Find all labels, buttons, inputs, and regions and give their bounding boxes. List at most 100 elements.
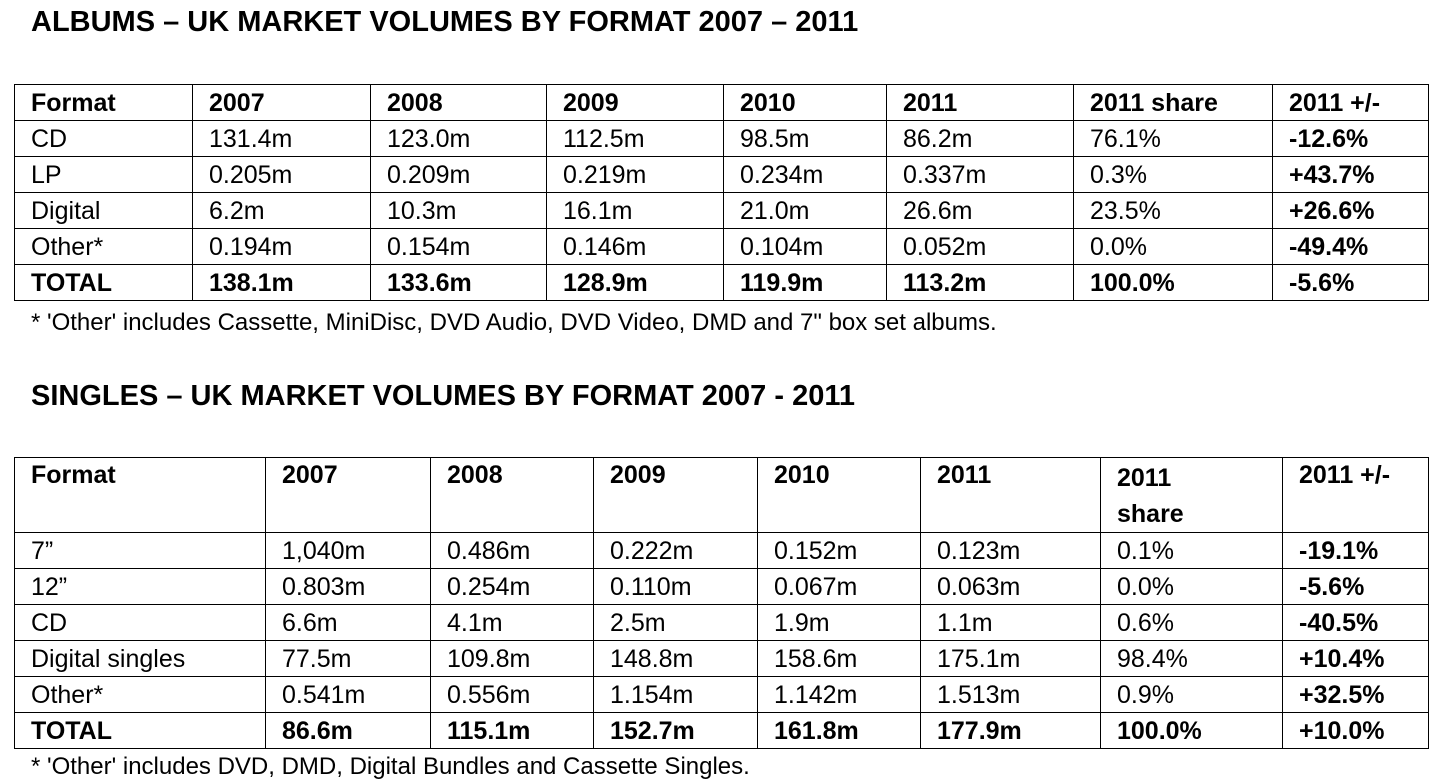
cell: 1.9m (757, 604, 921, 641)
cell: 152.7m (593, 712, 758, 749)
cell: 4.1m (430, 604, 594, 641)
cell: TOTAL (14, 264, 193, 301)
cell: 86.6m (265, 712, 431, 749)
cell: 0.254m (430, 568, 594, 605)
cell: 0.154m (370, 228, 547, 265)
singles-title: SINGLES – UK MARKET VOLUMES BY FORMAT 20… (31, 380, 855, 412)
cell: +10.0% (1282, 712, 1429, 749)
cell: -40.5% (1282, 604, 1429, 641)
cell: 0.3% (1073, 156, 1273, 193)
cell: +26.6% (1272, 192, 1429, 229)
header-cell: 2011 +/- (1272, 84, 1429, 121)
cell: 0.1% (1100, 532, 1283, 569)
cell: 0.541m (265, 676, 431, 713)
cell: 119.9m (723, 264, 887, 301)
cell: -19.1% (1282, 532, 1429, 569)
cell: 0.205m (192, 156, 371, 193)
cell: 0.063m (920, 568, 1101, 605)
header-cell: 2011 (886, 84, 1074, 121)
cell: 138.1m (192, 264, 371, 301)
cell: 0.803m (265, 568, 431, 605)
cell: 0.152m (757, 532, 921, 569)
cell: 21.0m (723, 192, 887, 229)
data-row: Other* 0.541m 0.556m 1.154m 1.142m 1.513m 0.9%… (14, 676, 1429, 713)
cell: 148.8m (593, 640, 758, 677)
cell: 0.110m (593, 568, 758, 605)
cell: 1.154m (593, 676, 758, 713)
cell: 115.1m (430, 712, 594, 749)
cell: 0.146m (546, 228, 724, 265)
cell: 0.234m (723, 156, 887, 193)
header-cell: Format (14, 84, 193, 121)
cell: 177.9m (920, 712, 1101, 749)
header-cell: Format (14, 457, 266, 533)
cell: 0.123m (920, 532, 1101, 569)
singles-footnote: * 'Other' includes DVD, DMD, Digital Bun… (31, 753, 750, 780)
cell: 0.337m (886, 156, 1074, 193)
data-row: 12” 0.803m 0.254m 0.110m 0.067m 0.063m 0.0% -5.… (14, 568, 1429, 605)
cell: CD (14, 120, 193, 157)
cell: 6.2m (192, 192, 371, 229)
albums-table: Format 2007 2008 2009 2010 2011 2011 share 2011… (14, 84, 1429, 301)
singles-table: Format 2007 2008 2009 2010 2011 2011 share 2011… (14, 457, 1429, 749)
cell: +32.5% (1282, 676, 1429, 713)
data-row: 7” 1,040m 0.486m 0.222m 0.152m 0.123m 0.1% -19.… (14, 532, 1429, 569)
header-cell: 2009 (593, 457, 758, 533)
cell: 10.3m (370, 192, 547, 229)
cell: -5.6% (1272, 264, 1429, 301)
header-row: Format 2007 2008 2009 2010 2011 2011 share 2011… (14, 84, 1429, 121)
header-cell: 2011 +/- (1282, 457, 1429, 533)
header-cell: 2010 (757, 457, 921, 533)
cell: 158.6m (757, 640, 921, 677)
cell: 128.9m (546, 264, 724, 301)
cell: -5.6% (1282, 568, 1429, 605)
cell: 0.486m (430, 532, 594, 569)
cell: 0.0% (1100, 568, 1283, 605)
cell: 100.0% (1073, 264, 1273, 301)
cell: 0.067m (757, 568, 921, 605)
cell: 0.6% (1100, 604, 1283, 641)
cell: 86.2m (886, 120, 1074, 157)
cell: 175.1m (920, 640, 1101, 677)
cell: Other* (14, 228, 193, 265)
cell: 77.5m (265, 640, 431, 677)
header-cell: 2007 (265, 457, 431, 533)
header-row: Format 2007 2008 2009 2010 2011 2011 share 2011… (14, 457, 1429, 533)
cell: 0.9% (1100, 676, 1283, 713)
cell: 100.0% (1100, 712, 1283, 749)
cell: CD (14, 604, 266, 641)
cell: 113.2m (886, 264, 1074, 301)
cell: 123.0m (370, 120, 547, 157)
cell: 7” (14, 532, 266, 569)
cell: TOTAL (14, 712, 266, 749)
cell: -49.4% (1272, 228, 1429, 265)
cell: 0.219m (546, 156, 724, 193)
cell: 23.5% (1073, 192, 1273, 229)
cell: 2.5m (593, 604, 758, 641)
header-cell: 2011 (920, 457, 1101, 533)
cell: Digital (14, 192, 193, 229)
cell: Digital singles (14, 640, 266, 677)
header-cell: 2010 (723, 84, 887, 121)
cell: 133.6m (370, 264, 547, 301)
header-cell: 2008 (370, 84, 547, 121)
cell: 0.104m (723, 228, 887, 265)
cell: Other* (14, 676, 266, 713)
cell: 98.5m (723, 120, 887, 157)
cell: 76.1% (1073, 120, 1273, 157)
cell: 1.513m (920, 676, 1101, 713)
cell: 6.6m (265, 604, 431, 641)
header-cell: 2009 (546, 84, 724, 121)
data-row: Digital 6.2m 10.3m 16.1m 21.0m 26.6m 23.5% +26.… (14, 192, 1429, 229)
cell: 0.556m (430, 676, 594, 713)
cell: +10.4% (1282, 640, 1429, 677)
cell: 0.052m (886, 228, 1074, 265)
albums-title: ALBUMS – UK MARKET VOLUMES BY FORMAT 200… (31, 6, 859, 38)
cell: 1.142m (757, 676, 921, 713)
cell: +43.7% (1272, 156, 1429, 193)
data-row: CD 6.6m 4.1m 2.5m 1.9m 1.1m 0.6% -40.5% (14, 604, 1429, 641)
data-row: Digital singles 77.5m 109.8m 148.8m 158.6m 17… (14, 640, 1429, 677)
data-row: TOTAL 138.1m 133.6m 128.9m 119.9m 113.2m 100.0… (14, 264, 1429, 301)
cell: 112.5m (546, 120, 724, 157)
